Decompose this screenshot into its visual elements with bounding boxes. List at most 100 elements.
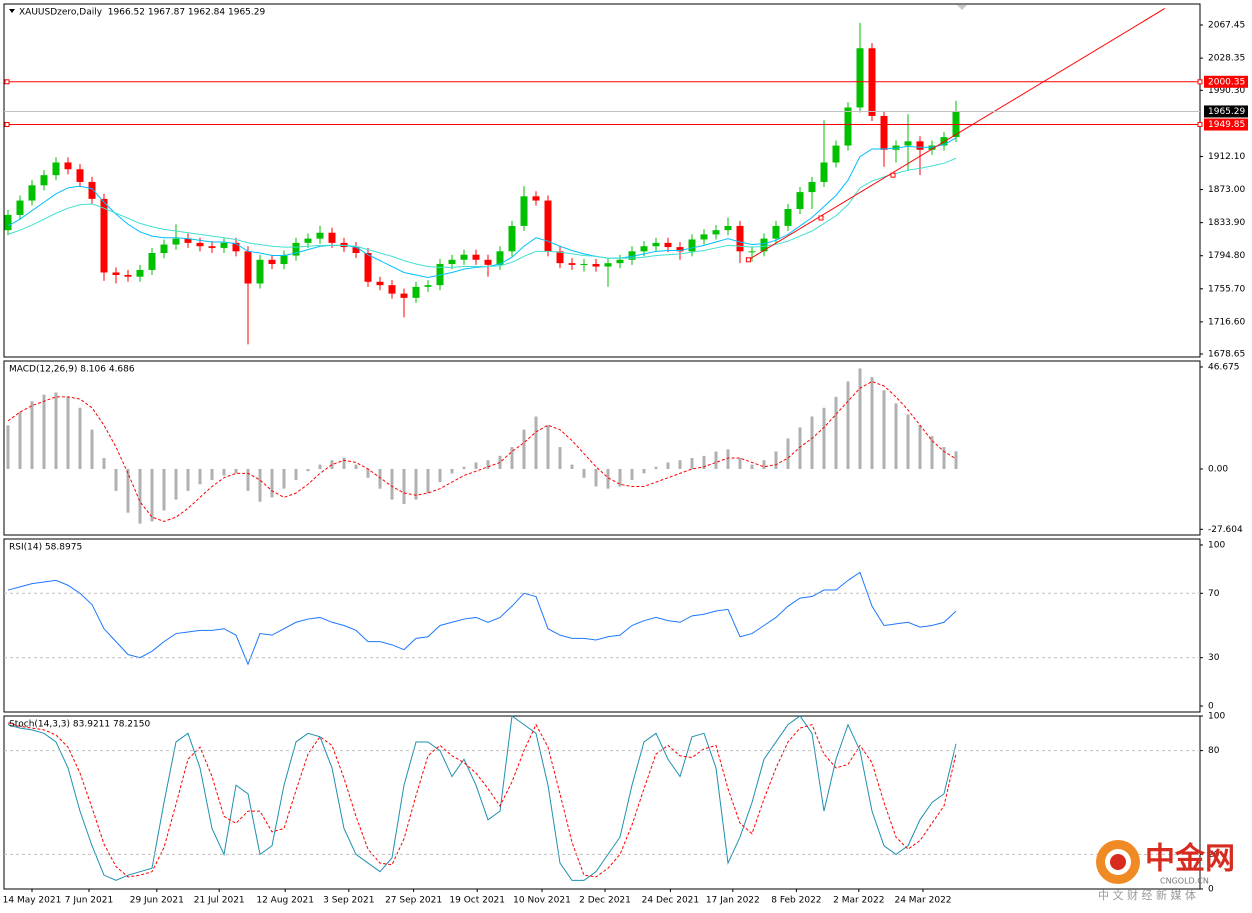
panel-frame [3, 360, 1201, 536]
candle-body [544, 200, 552, 252]
histogram-bar [378, 468, 382, 489]
histogram-bar [606, 468, 610, 489]
histogram-bar [534, 416, 538, 469]
candle-body [232, 242, 240, 252]
candle-body [592, 264, 600, 267]
level-label-box [1204, 118, 1248, 131]
y-tick-label: 20 [1208, 850, 1220, 860]
level-handle [4, 79, 10, 85]
x-tick-label: 7 Jun 2021 [65, 896, 113, 906]
histogram-bar [558, 447, 562, 469]
candle-body [28, 185, 36, 201]
panel-content [6, 368, 958, 524]
histogram-bar [234, 468, 238, 474]
y-tick-label: 70 [1208, 589, 1220, 599]
candle-body [724, 225, 732, 231]
x-tick-label: 12 Aug 2021 [256, 896, 314, 906]
candle-body [496, 251, 504, 265]
candle-body [880, 115, 888, 150]
candle-body [316, 232, 324, 239]
histogram-bar [366, 468, 370, 478]
y-tick-label: 30 [1208, 653, 1220, 663]
histogram-bar [30, 401, 34, 469]
candle-body [520, 196, 528, 226]
y-tick-label: 2028.35 [1208, 54, 1245, 64]
candle-body [664, 242, 672, 248]
histogram-bar [54, 392, 58, 469]
candle-body [76, 169, 84, 182]
candle-body [556, 251, 564, 264]
series-line [7, 571, 957, 666]
x-tick-label: 2 Dec 2021 [579, 896, 631, 906]
series-line [7, 722, 957, 878]
candle-body [220, 242, 228, 248]
candle-body [532, 196, 540, 201]
candle-body [640, 246, 648, 252]
candle-body [700, 234, 708, 240]
candle-body [832, 145, 840, 163]
x-tick-label: 14 May 2021 [3, 896, 62, 906]
x-tick-label: 3 Sep 2021 [323, 896, 374, 906]
level-label: 2000.35 [1208, 77, 1245, 87]
histogram-bar [630, 468, 634, 480]
candle-body [364, 253, 372, 282]
watermark: 中金网 CNGOLD.CN 中 文 财 经 新 媒 体 [1096, 840, 1235, 902]
candle-body [376, 281, 384, 286]
histogram-bar [42, 394, 46, 469]
bid-label: 1965.29 [1208, 107, 1245, 117]
histogram-bar [786, 438, 790, 469]
histogram-bar [102, 458, 106, 469]
histogram-bar [210, 468, 214, 480]
histogram-bar [798, 427, 802, 469]
histogram-bar [402, 468, 406, 504]
candle-body [508, 225, 516, 252]
candle-body [448, 259, 456, 265]
series-line [7, 715, 957, 881]
histogram-bar [474, 462, 478, 469]
histogram-bar [618, 468, 622, 487]
histogram-bar [690, 458, 694, 469]
candle-body [424, 285, 432, 287]
histogram-bar [738, 458, 742, 469]
panel-title: MACD(12,26,9) 8.106 4.686 [9, 365, 135, 375]
candle-body [4, 214, 12, 231]
candle-body [148, 253, 156, 270]
candle-body [580, 264, 588, 266]
y-tick-label: 1873.00 [1208, 185, 1245, 195]
histogram-bar [954, 451, 958, 469]
candle-body [40, 175, 48, 186]
y-tick-label: 100 [1208, 712, 1225, 722]
histogram-bar [930, 436, 934, 469]
histogram-bar [654, 466, 658, 469]
histogram-bar [198, 468, 202, 485]
y-tick-label: 1678.65 [1208, 349, 1245, 359]
y-tick-label: 2067.45 [1208, 21, 1245, 31]
trendline-point [818, 215, 824, 221]
histogram-bar [162, 468, 166, 511]
candle-body [796, 192, 804, 210]
histogram-bar [906, 414, 910, 469]
histogram-bar [642, 468, 646, 474]
candle-body [784, 209, 792, 226]
histogram-bar [66, 396, 70, 469]
x-tick-label: 8 Feb 2022 [771, 896, 821, 906]
histogram-bar [678, 460, 682, 469]
level-label: 1949.85 [1208, 120, 1245, 130]
histogram-bar [186, 468, 190, 491]
panel-content [7, 715, 957, 881]
histogram-bar [702, 455, 706, 469]
candle-body [904, 141, 912, 146]
histogram-bar [270, 468, 274, 498]
x-tick-label: 19 Oct 2021 [449, 896, 505, 906]
level-handle [4, 122, 10, 128]
panel-content [7, 571, 957, 666]
histogram-bar [942, 447, 946, 469]
histogram-bar [414, 468, 418, 500]
histogram-bar [462, 466, 466, 469]
level-handle [1197, 79, 1203, 85]
histogram-bar [222, 468, 226, 476]
candle-body [412, 286, 420, 298]
candle-body [280, 255, 288, 265]
x-tick-label: 10 Nov 2021 [513, 896, 571, 906]
